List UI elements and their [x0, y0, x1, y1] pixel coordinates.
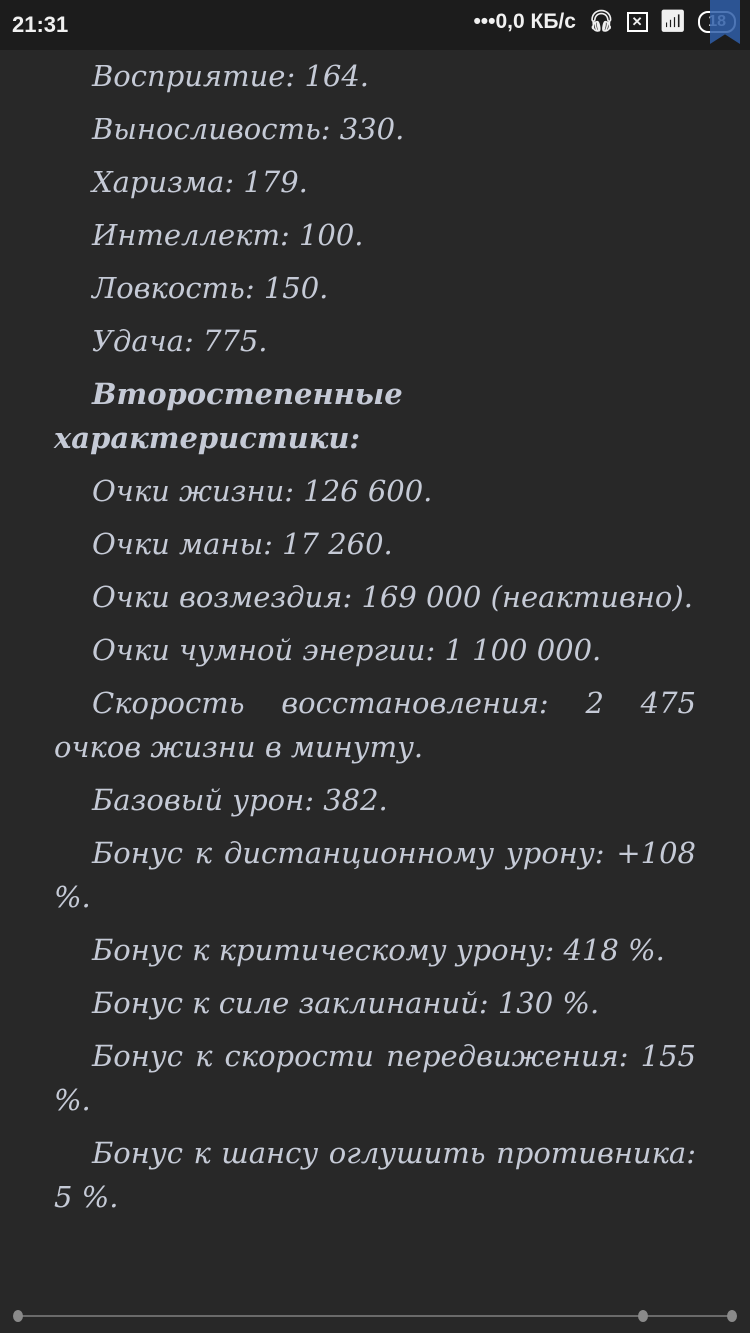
paragraph: Бонус к критическому урону: 418 %.: [92, 933, 665, 967]
paragraph: Скорость восстановления: 2 475 очков жиз…: [54, 686, 696, 764]
slider-thumb[interactable]: [637, 1310, 648, 1322]
paragraph: Очки возмездия: 169 000 (неактивно).: [92, 580, 693, 614]
chapter-mark[interactable]: [727, 1310, 737, 1322]
paragraph: Базовый урон: 382.: [92, 783, 388, 817]
paragraph: Бонус к скорости передвижения: 155 %.: [54, 1039, 696, 1117]
paragraph: Бонус к дистанционному урону: +108 %.: [54, 836, 696, 914]
paragraph: Очки жизни: 126 600.: [92, 474, 433, 508]
clock: 21:31: [12, 12, 69, 37]
paragraph: Восприятие: 164.: [92, 59, 370, 93]
paragraph: Ловкость: 150.: [92, 271, 329, 305]
slider-track[interactable]: [18, 1315, 732, 1317]
network-speed: •••0,0 КБ/с: [473, 10, 576, 33]
paragraph: Выносливость: 330.: [92, 112, 405, 146]
book-text: Восприятие: 164. Выносливость: 330. Харизм…: [54, 54, 696, 1228]
sim-off-icon: ✕: [626, 12, 648, 32]
status-bar: 21:31 •••0,0 КБ/с 🎧︎ ✕ 📶︎ 18: [0, 0, 750, 50]
paragraph: Бонус к силе заклинаний: 130 %.: [92, 986, 600, 1020]
wifi-icon: 📶︎: [659, 10, 687, 33]
paragraph: Очки чумной энергии: 1 100 000.: [92, 633, 602, 667]
paragraph: Бонус к шансу оглушить противника: 5 %.: [54, 1136, 696, 1214]
paragraph: Удача: 775.: [92, 324, 268, 358]
paragraph: Харизма: 179.: [92, 165, 308, 199]
chapter-mark[interactable]: [13, 1310, 23, 1322]
headset-icon: 🎧︎: [587, 10, 615, 33]
bookmark-icon[interactable]: [710, 0, 740, 44]
section-heading: Второстепенные характеристики:: [54, 377, 403, 455]
reading-progress-slider[interactable]: [13, 1310, 737, 1322]
paragraph: Интеллект: 100.: [92, 218, 364, 252]
paragraph: Очки маны: 17 260.: [92, 527, 393, 561]
